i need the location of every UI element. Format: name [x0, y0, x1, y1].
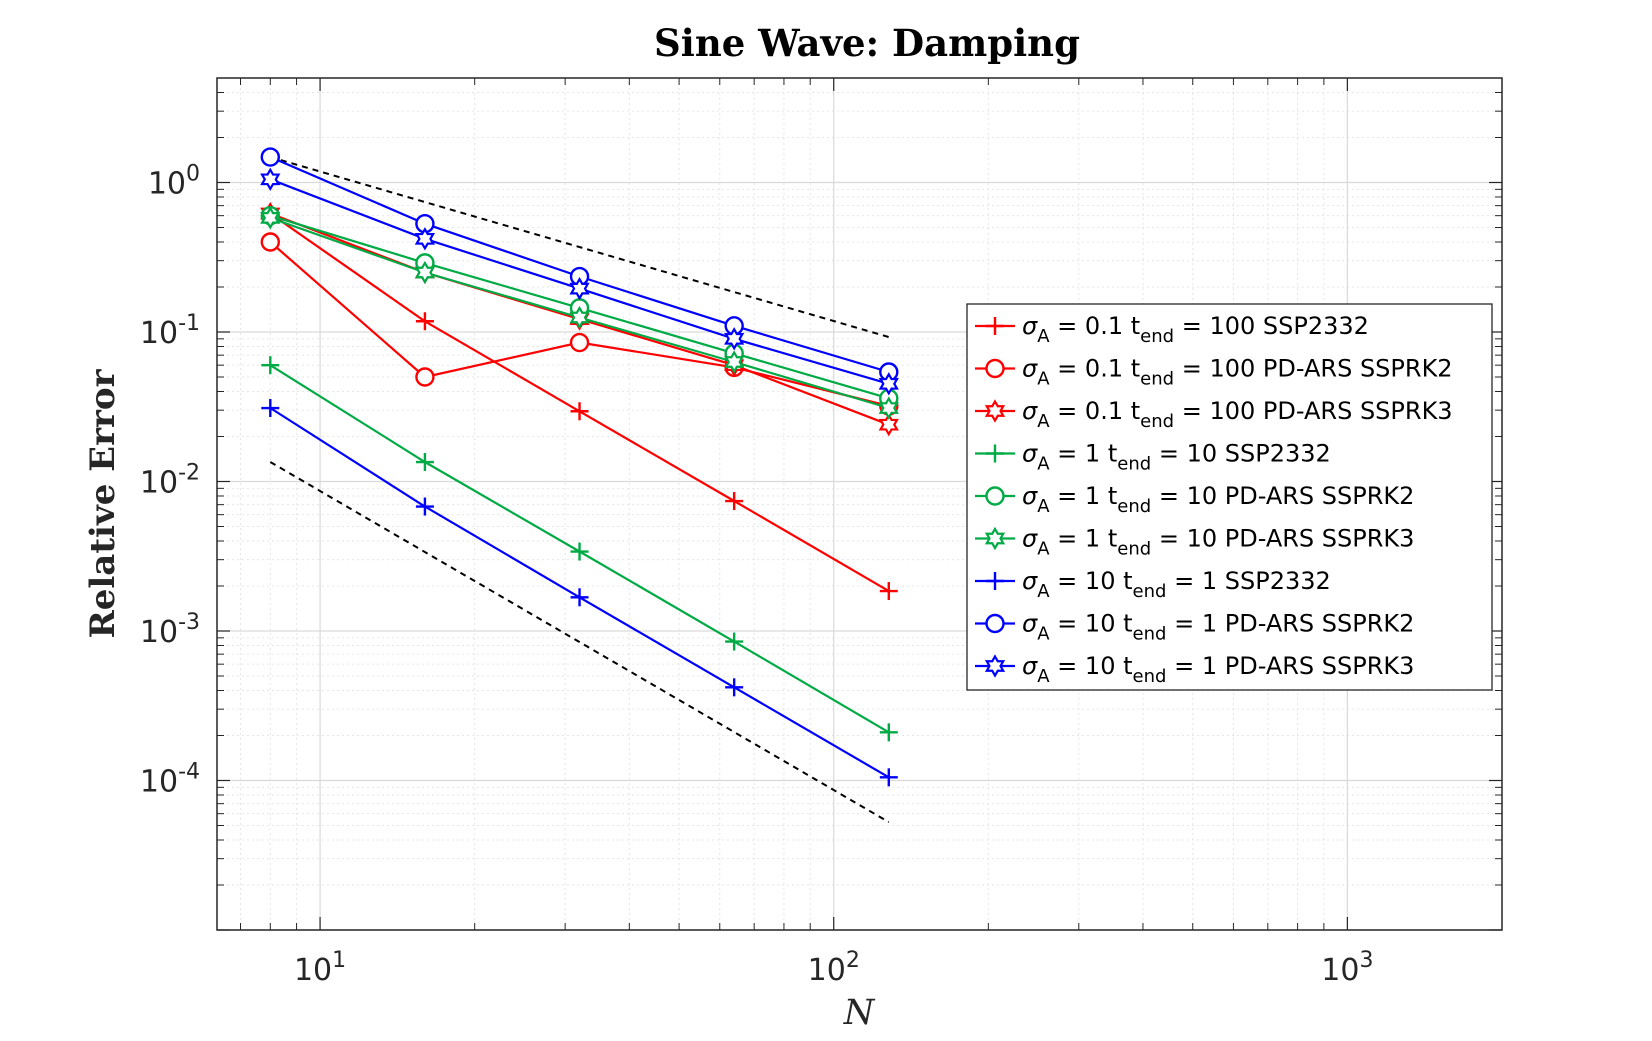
y-tick-label: 100 [148, 161, 200, 201]
data-point-plus [725, 678, 744, 697]
data-point-plus [725, 632, 744, 651]
legend-entry: σA = 10 tend = 1 PD-ARS SSPRK3 [975, 652, 1414, 687]
x-axis-label: N [843, 993, 876, 1033]
first-order-reference-line [270, 156, 890, 339]
series-8 [260, 147, 899, 382]
legend-marker-circle [985, 613, 1005, 634]
legend-label: σA = 10 tend = 1 PD-ARS SSPRK3 [1022, 652, 1414, 687]
data-point-plus [415, 497, 434, 516]
legend-entry: σA = 0.1 tend = 100 PD-ARS SSPRK2 [975, 355, 1453, 390]
axis-ticks [217, 77, 1503, 931]
legend-label: σA = 10 tend = 1 PD-ARS SSPRK2 [1022, 610, 1414, 645]
legend-marker-plus [986, 317, 1004, 335]
legend-entry: σA = 1 tend = 10 SSP2332 [975, 440, 1331, 475]
data-point-plus [261, 399, 280, 418]
legend-marker-circle [985, 486, 1005, 506]
data-point-plus [879, 768, 898, 787]
legend-label: σA = 1 tend = 10 PD-ARS SSPRK2 [1022, 482, 1414, 517]
data-point-plus [415, 453, 434, 472]
y-tick-label: 10-1 [140, 311, 200, 351]
data-point-plus [879, 582, 898, 601]
x-tick-label: 101 [294, 948, 346, 988]
y-axis-label: Relative Error [83, 368, 123, 638]
data-point-hexagram [414, 260, 436, 285]
y-tick-label: 10-4 [140, 759, 200, 799]
data-point-hexagram [878, 412, 899, 437]
reference-lines [269, 156, 890, 823]
y-tick-labels: 100 10-1 10-2 10-3 10-4 [140, 161, 200, 799]
y-tick-label: 10-2 [140, 460, 200, 500]
legend-marker-hexagram [984, 526, 1006, 551]
series-layer [260, 147, 899, 787]
data-point-hexagram [260, 206, 281, 230]
series-4 [261, 356, 898, 742]
data-point-hexagram [878, 396, 899, 420]
y-tick-label: 10-3 [140, 610, 200, 650]
legend: σA = 0.1 tend = 100 SSP2332 σA = 0.1 tend… [966, 303, 1493, 691]
legend-marker-plus [986, 572, 1004, 590]
data-point-circle [260, 147, 280, 167]
data-point-plus [261, 356, 280, 375]
legend-box [966, 303, 1493, 691]
data-point-hexagram [724, 350, 745, 374]
legend-label: σA = 0.1 tend = 100 PD-ARS SSPRK2 [1022, 355, 1453, 390]
data-point-hexagram [569, 276, 590, 301]
series-7 [261, 399, 898, 787]
data-point-plus [415, 312, 434, 331]
data-point-plus [570, 402, 589, 421]
data-point-circle [260, 232, 280, 252]
data-point-circle [569, 332, 590, 353]
series-1 [261, 204, 898, 601]
data-point-plus [570, 588, 589, 607]
legend-label: σA = 10 tend = 1 SSP2332 [1022, 567, 1331, 602]
legend-marker-plus [986, 444, 1004, 463]
legend-marker-hexagram [984, 654, 1006, 678]
x-tick-labels: 101 102 103 [294, 948, 1373, 988]
x-tick-label: 102 [808, 948, 860, 988]
second-order-reference-line [269, 461, 890, 823]
data-point-hexagram [414, 227, 436, 251]
x-tick-label: 103 [1321, 948, 1373, 988]
plot-area-frame [216, 77, 1503, 931]
data-point-hexagram [260, 167, 281, 192]
series-9 [260, 167, 899, 396]
legend-entry: σA = 10 tend = 1 SSP2332 [975, 567, 1331, 602]
legend-entry: σA = 0.1 tend = 100 PD-ARS SSPRK3 [975, 397, 1453, 432]
legend-entry: σA = 1 tend = 10 PD-ARS SSPRK2 [975, 482, 1414, 517]
data-point-plus [570, 542, 589, 561]
legend-entry: σA = 1 tend = 10 PD-ARS SSPRK3 [975, 525, 1414, 560]
data-point-hexagram [569, 305, 590, 330]
legend-label: σA = 0.1 tend = 100 PD-ARS SSPRK3 [1022, 397, 1453, 432]
series-6 [260, 206, 899, 420]
data-point-plus [879, 723, 898, 742]
data-point-circle [415, 367, 435, 387]
data-point-plus [725, 492, 744, 511]
legend-entry: σA = 10 tend = 1 PD-ARS SSPRK2 [975, 610, 1414, 645]
data-point-hexagram [724, 327, 745, 351]
legend-label: σA = 1 tend = 10 SSP2332 [1022, 440, 1331, 475]
legend-label: σA = 1 tend = 10 PD-ARS SSPRK3 [1022, 525, 1414, 560]
data-point-hexagram [878, 372, 899, 396]
legend-label: σA = 0.1 tend = 100 SSP2332 [1022, 312, 1369, 347]
chart-title: Sine Wave: Damping [654, 21, 1080, 65]
legend-marker-circle [985, 358, 1005, 379]
legend-entry: σA = 0.1 tend = 100 SSP2332 [975, 312, 1369, 347]
legend-marker-hexagram [984, 399, 1006, 423]
